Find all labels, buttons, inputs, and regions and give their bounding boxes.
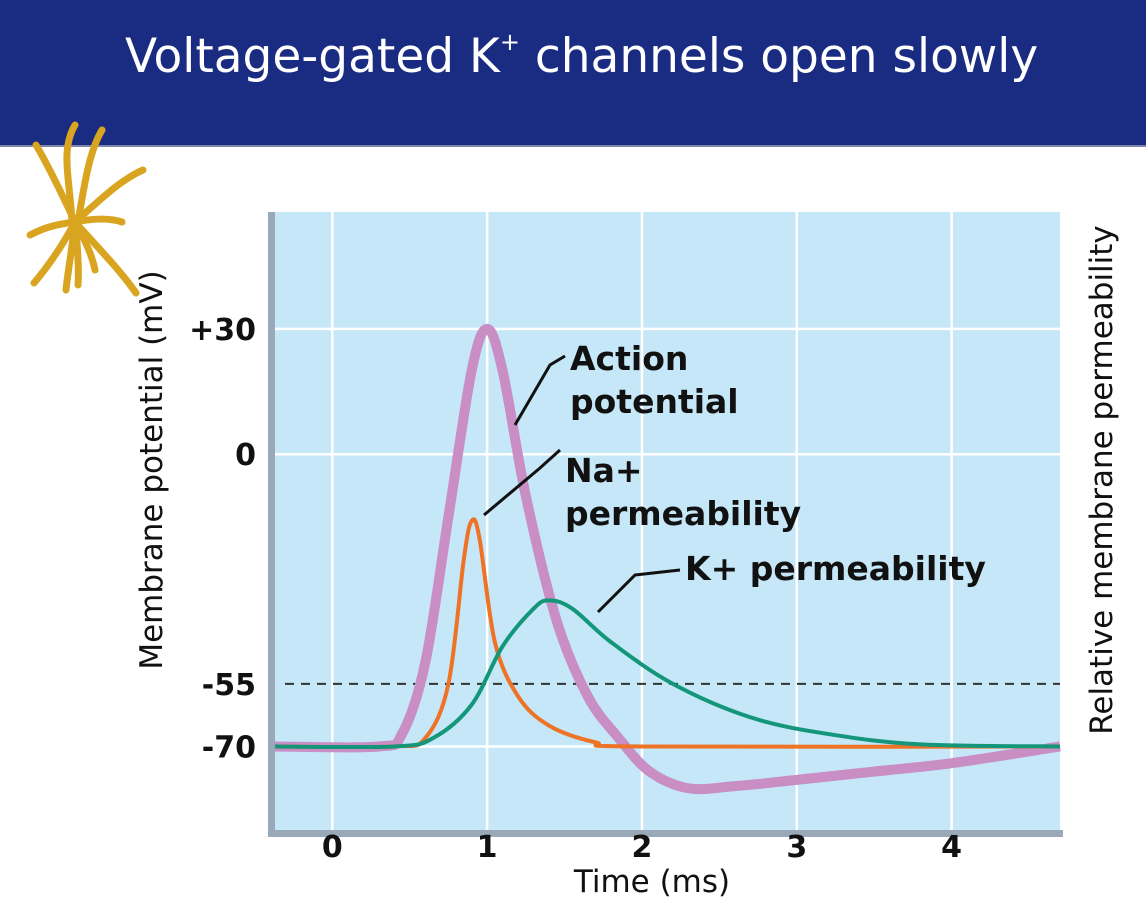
series-line	[274, 517, 1061, 750]
axis-frame-left	[268, 212, 275, 837]
x-tick-label: 3	[786, 830, 807, 865]
series-line	[274, 598, 1061, 750]
annotation-leader-line	[513, 354, 566, 426]
annotation-leader-line	[596, 568, 681, 614]
y-tick-label: +30	[189, 313, 256, 348]
axis-frame-bottom	[268, 830, 1063, 837]
x-tick-label: 2	[632, 830, 653, 865]
series-annotation-label: Na+	[565, 451, 643, 490]
y-axis-label: Membrane potential (mV)	[134, 270, 170, 669]
series-line	[274, 323, 1061, 795]
slide-title: Voltage-gated K+ channels open slowly	[125, 28, 1039, 84]
series-annotation-label: potential	[570, 382, 739, 421]
series-annotation-label: permeability	[565, 494, 801, 533]
y-tick-label: 0	[235, 438, 256, 473]
x-tick-label: 4	[941, 830, 962, 865]
x-tick-label: 1	[477, 830, 498, 865]
series-annotation-label: K+ permeability	[685, 549, 986, 588]
x-axis-label: Time (ms)	[573, 864, 730, 900]
series-annotation-label: Action	[570, 339, 688, 378]
right-axis-label: Relative membrane permeability	[1084, 225, 1120, 735]
y-tick-label: -70	[202, 730, 256, 765]
title-bar: Voltage-gated K+ channels open slowly	[0, 0, 1146, 147]
annotation-leader-line	[483, 448, 562, 517]
x-tick-label: 0	[322, 830, 343, 865]
sparkle-icon	[26, 121, 147, 297]
y-tick-label: -55	[202, 668, 256, 703]
